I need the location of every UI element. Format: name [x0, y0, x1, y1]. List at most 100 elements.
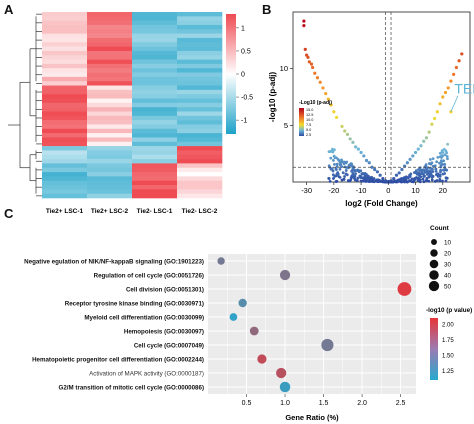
- volcano-legend-label: 15.0: [306, 108, 313, 112]
- heatmap-cell: [42, 37, 88, 43]
- heatmap-cell: [42, 50, 88, 56]
- heatmap-cell: [177, 115, 223, 121]
- volcano-point: [381, 177, 385, 181]
- volcano-point: [438, 102, 442, 106]
- go-term-dot: [321, 338, 334, 352]
- heatmap-cell: [87, 24, 133, 30]
- volcano-point: [449, 79, 453, 83]
- volcano-background-point: [349, 176, 353, 180]
- volcano-background-point: [359, 179, 363, 183]
- heatmap-cell: [42, 172, 88, 177]
- heatmap-cell: [177, 33, 223, 39]
- heatmap-cell: [42, 85, 88, 91]
- volcano-background-point: [336, 172, 340, 176]
- volcano-background-point: [392, 180, 395, 184]
- heatmap-cell: [87, 137, 133, 143]
- count-legend-dot: [430, 249, 438, 257]
- heatmap-cell: [177, 172, 223, 177]
- pvalue-legend-title: -log10 (p value): [426, 307, 472, 314]
- volcano-background-point: [437, 173, 440, 177]
- pvalue-legend-label: 1.25: [442, 369, 454, 375]
- heatmap-cell: [177, 98, 223, 104]
- heatmap-cell: [132, 146, 178, 151]
- heatmap-cell: [42, 24, 88, 30]
- heatmap-cell: [42, 63, 88, 69]
- volcano-background-point: [417, 176, 420, 180]
- volcano-point: [302, 24, 306, 28]
- volcano-background-point: [376, 178, 380, 182]
- volcano-point: [351, 140, 355, 144]
- volcano-point: [364, 158, 369, 163]
- heatmap-cell: [132, 193, 178, 199]
- volcano-background-point: [431, 157, 435, 161]
- volcano-background-point: [423, 165, 427, 169]
- volcano-background-point: [374, 179, 378, 183]
- heatmap-cell: [177, 146, 223, 151]
- heatmap-cell: [177, 193, 223, 199]
- volcano-background-point: [442, 159, 446, 163]
- volcano-point: [452, 72, 456, 76]
- volcano-background-point: [446, 142, 450, 146]
- x-tick-label: 2.0: [357, 400, 367, 407]
- heatmap-colorbar-ticks: 1 0.5 0 -0.5 -1: [236, 25, 253, 125]
- volcano-background-point: [341, 171, 345, 175]
- heatmap-cell: [132, 55, 178, 60]
- heatmap-cell: [132, 81, 178, 86]
- heatmap-cell: [87, 115, 133, 121]
- count-legend-dot: [429, 259, 439, 269]
- heatmap-cell: [177, 55, 223, 60]
- volcano-background-point: [430, 167, 434, 171]
- heatmap-cell: [87, 150, 133, 156]
- panel-label-c: C: [4, 206, 14, 221]
- volcano-background-point: [359, 176, 362, 180]
- volcano-point: [413, 150, 418, 155]
- volcano-background-point: [333, 162, 336, 166]
- heatmap-cell: [87, 141, 133, 147]
- heatmap-cell: [132, 167, 178, 173]
- heatmap-cell: [87, 50, 133, 56]
- volcano-background-point: [342, 178, 346, 181]
- heatmap-cell: [132, 37, 178, 43]
- heatmap-cell: [177, 85, 223, 91]
- heatmap-cell: [87, 98, 133, 104]
- heatmap-cell: [87, 68, 133, 73]
- volcano-background-point: [400, 178, 404, 181]
- heatmap-cell: [177, 37, 223, 43]
- heatmap-cell: [132, 159, 178, 164]
- heatmap-cell: [132, 29, 178, 34]
- go-term-label: Receptor tyrosine kinase binding (GO:003…: [65, 300, 204, 307]
- volcano-background-point: [445, 168, 449, 172]
- go-term-dot: [279, 269, 291, 281]
- heatmap-cell: [42, 33, 88, 39]
- volcano-background-point: [365, 177, 369, 181]
- heatmap-cell: [177, 185, 223, 190]
- volcano-background-point: [351, 173, 355, 177]
- volcano-point: [378, 173, 382, 177]
- volcano-background-point: [343, 175, 346, 178]
- volcano-background-point: [441, 179, 444, 183]
- heatmap-cell: [132, 107, 178, 112]
- volcano-background-point: [422, 180, 426, 184]
- heatmap-cell: [87, 72, 133, 78]
- heatmap-cell: [87, 46, 133, 52]
- go-term-label: Myeloid cell differentiation (GO:0030099…: [84, 314, 204, 321]
- heatmap-cell: [42, 68, 88, 73]
- go-dot-plot: Negative egulation of NIK/NF-kappaB sign…: [24, 225, 472, 422]
- heatmap-cell: [177, 68, 223, 73]
- heatmap-cell: [177, 150, 223, 156]
- heatmap-cell: [42, 55, 88, 60]
- volcano-point: [408, 157, 412, 161]
- count-legend-dot: [429, 270, 439, 280]
- heatmap-cell: [87, 180, 133, 186]
- heatmap-cell: [42, 163, 88, 169]
- heatmap-cell: [132, 50, 178, 56]
- heatmap-cell: [177, 81, 223, 86]
- volcano-background-point: [369, 179, 372, 183]
- volcano-background-point: [361, 176, 365, 180]
- heatmap-cell: [42, 89, 88, 95]
- heatmap-cell: [87, 185, 133, 190]
- heatmap-cell: [177, 29, 223, 34]
- volcano-background-point: [429, 170, 433, 174]
- volcano-background-point: [338, 160, 342, 164]
- heatmap-cell: [177, 163, 223, 169]
